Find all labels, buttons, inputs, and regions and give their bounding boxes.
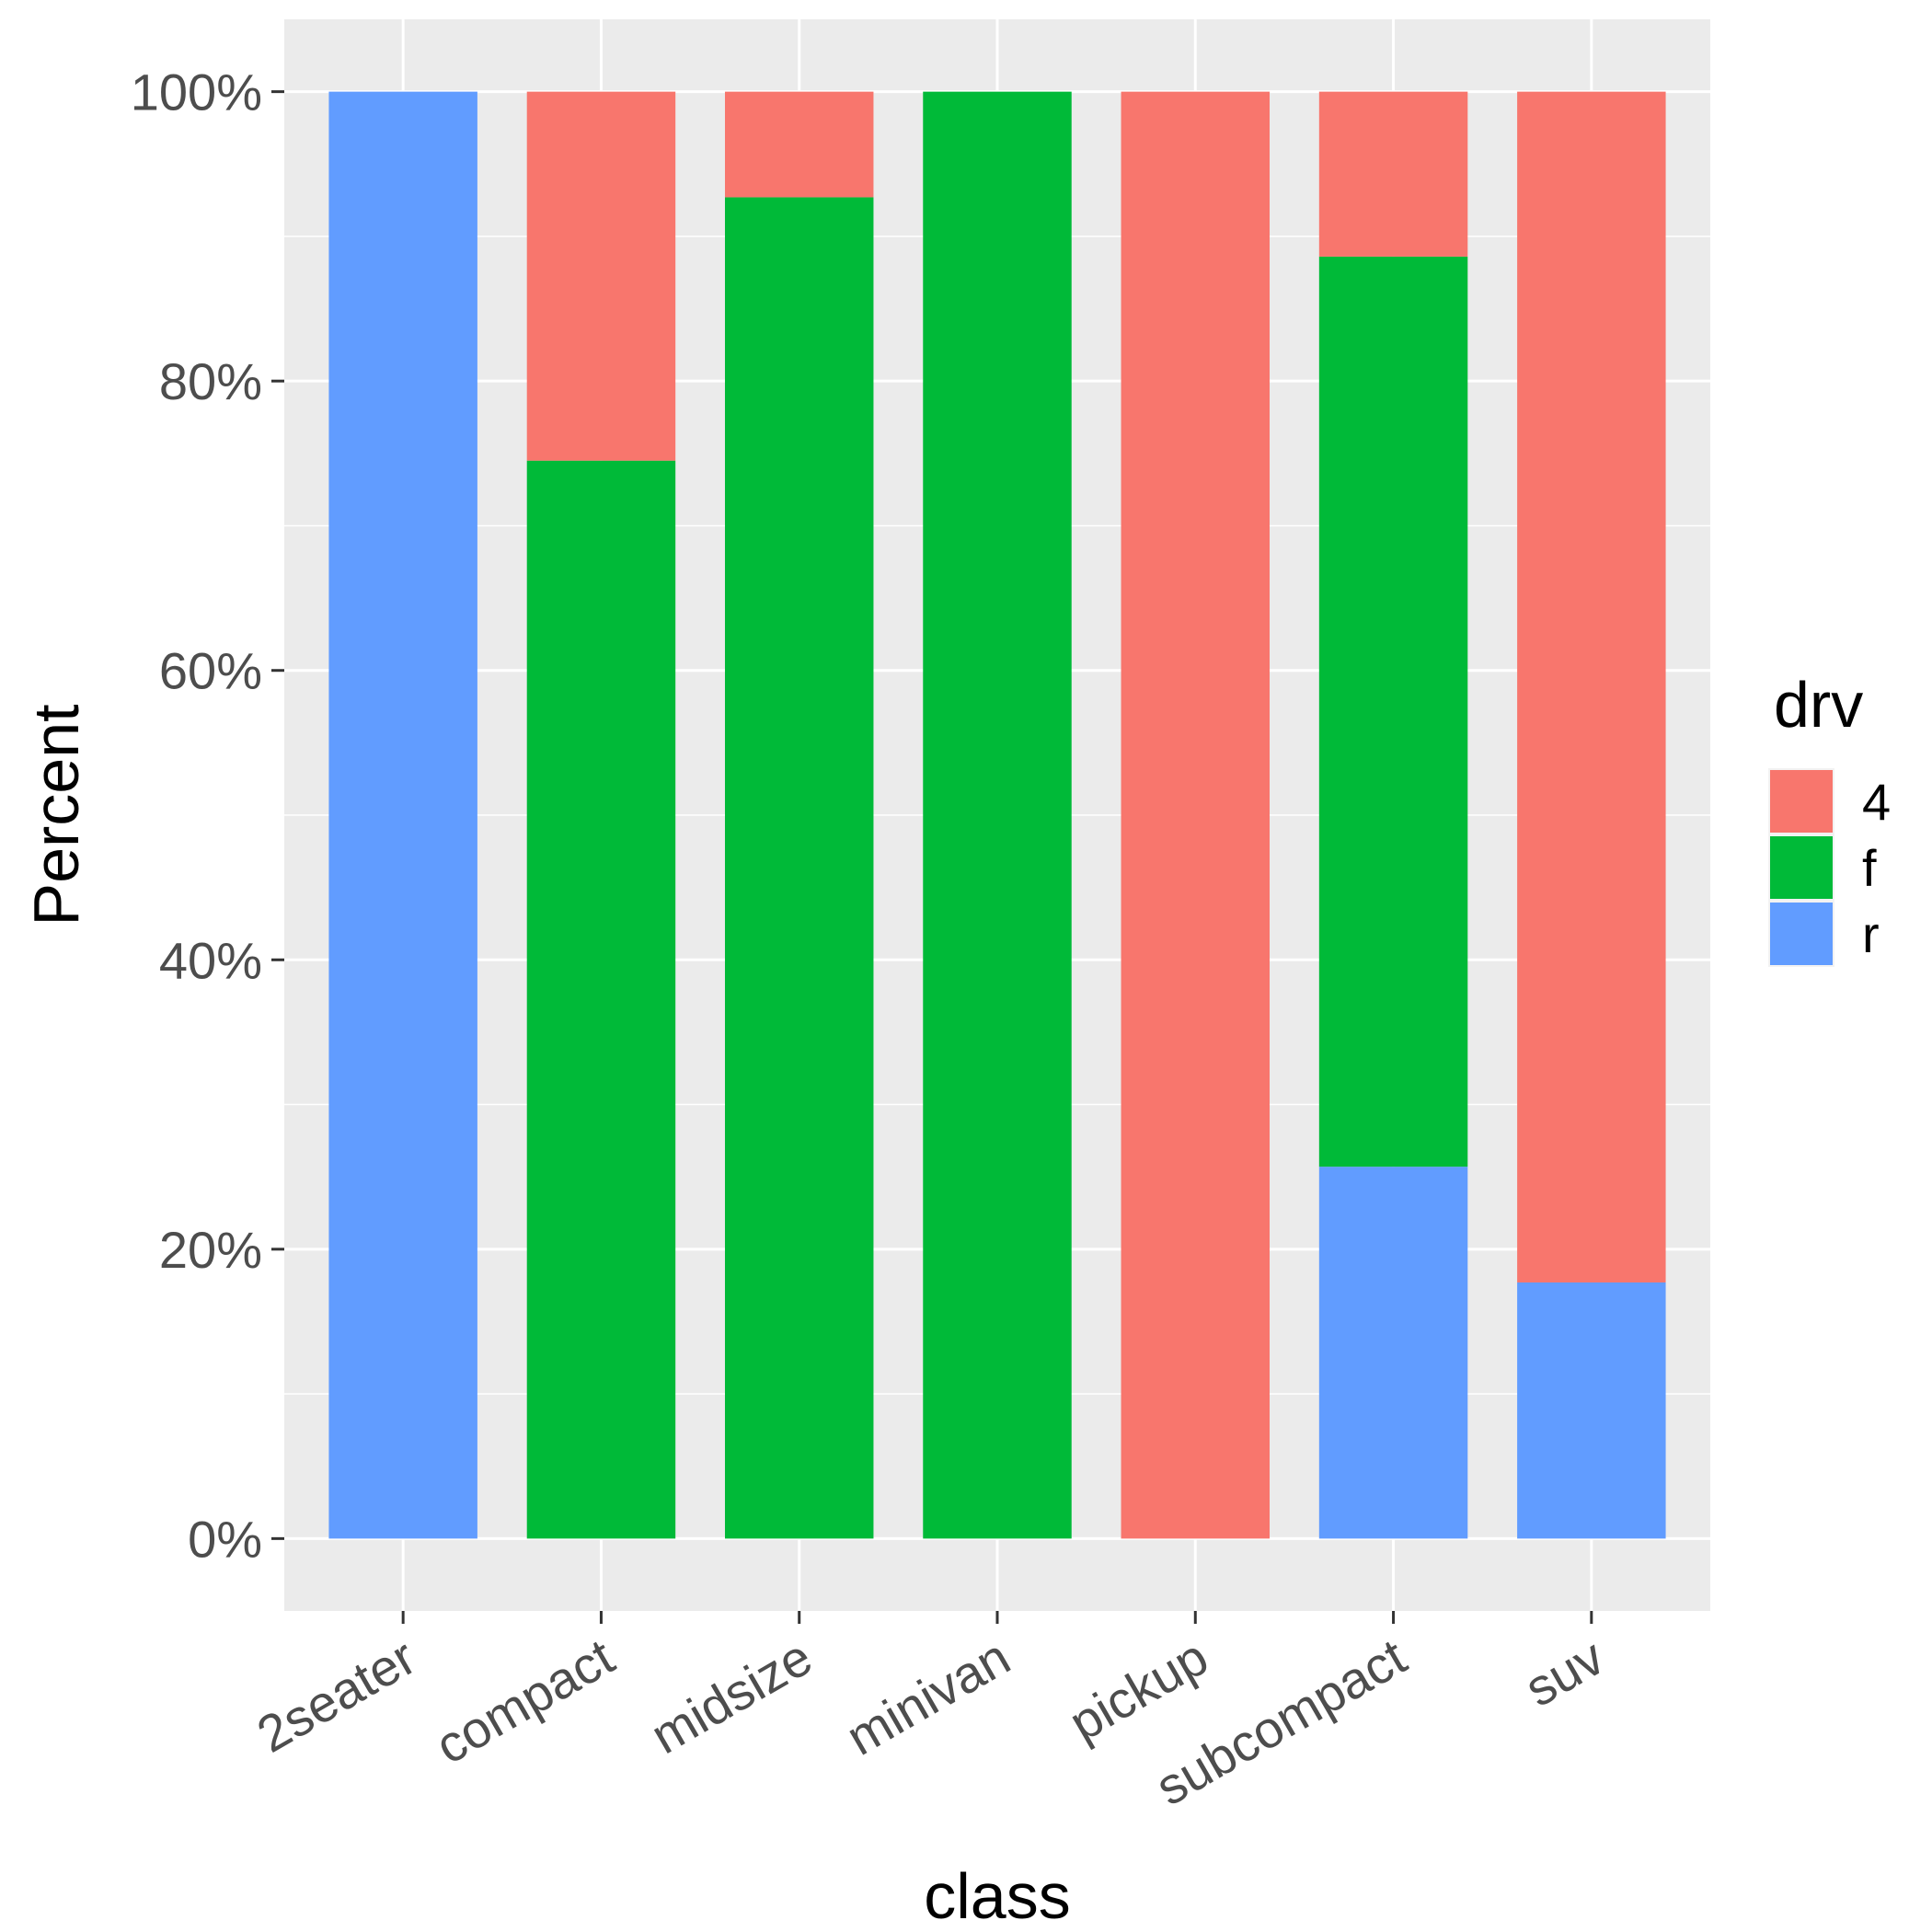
x-axis: 2seater compact midsize minivan pickupsubcom… xyxy=(247,1611,1614,1816)
bar-segment-subcompact-4 xyxy=(1318,91,1468,257)
y-tick-label: 100% xyxy=(131,63,262,121)
legend-key-4 xyxy=(1770,770,1833,833)
x-tick-label: midsize xyxy=(641,1627,822,1765)
y-tick-label: 40% xyxy=(159,931,262,989)
bar-segment-suv-4 xyxy=(1517,91,1666,1282)
bar-segment-midsize-4 xyxy=(724,91,874,198)
bar-segment-suv-r xyxy=(1517,1282,1666,1539)
legend-key-r xyxy=(1770,903,1833,965)
bars xyxy=(328,91,1666,1539)
bar-segment-2seater-r xyxy=(328,91,477,1539)
y-tick-label: 20% xyxy=(159,1221,262,1279)
bar-segment-minivan-f xyxy=(923,91,1072,1539)
legend-label-f: f xyxy=(1862,839,1877,897)
x-tick-label: minivan xyxy=(836,1627,1019,1766)
bar-segment-subcompact-f xyxy=(1318,256,1468,1167)
bar-segment-compact-4 xyxy=(526,91,676,461)
x-tick-label: suv xyxy=(1515,1627,1614,1718)
x-axis-title: class xyxy=(924,1860,1070,1932)
y-tick-label: 0% xyxy=(188,1510,262,1568)
bar-segment-pickup-4 xyxy=(1121,91,1271,1539)
legend-label-r: r xyxy=(1862,905,1880,963)
bar-segment-midsize-f xyxy=(724,197,874,1539)
x-tick-label: compact xyxy=(426,1627,624,1776)
y-axis: 0% 20% 40% 60% 80% 100% xyxy=(131,63,284,1568)
legend-title: drv xyxy=(1774,669,1863,741)
x-tick-label: pickup xyxy=(1060,1627,1218,1752)
y-tick-label: 80% xyxy=(159,352,262,410)
bar-segment-compact-f xyxy=(526,460,676,1539)
legend: drv 4 fr xyxy=(1768,669,1891,967)
y-tick-label: 60% xyxy=(159,642,262,700)
legend-label-4: 4 xyxy=(1862,773,1891,831)
y-axis-title: Percent xyxy=(20,704,92,926)
bar-segment-subcompact-r xyxy=(1318,1167,1468,1539)
x-tick-label: 2seater xyxy=(247,1627,425,1764)
legend-key-f xyxy=(1770,836,1833,899)
